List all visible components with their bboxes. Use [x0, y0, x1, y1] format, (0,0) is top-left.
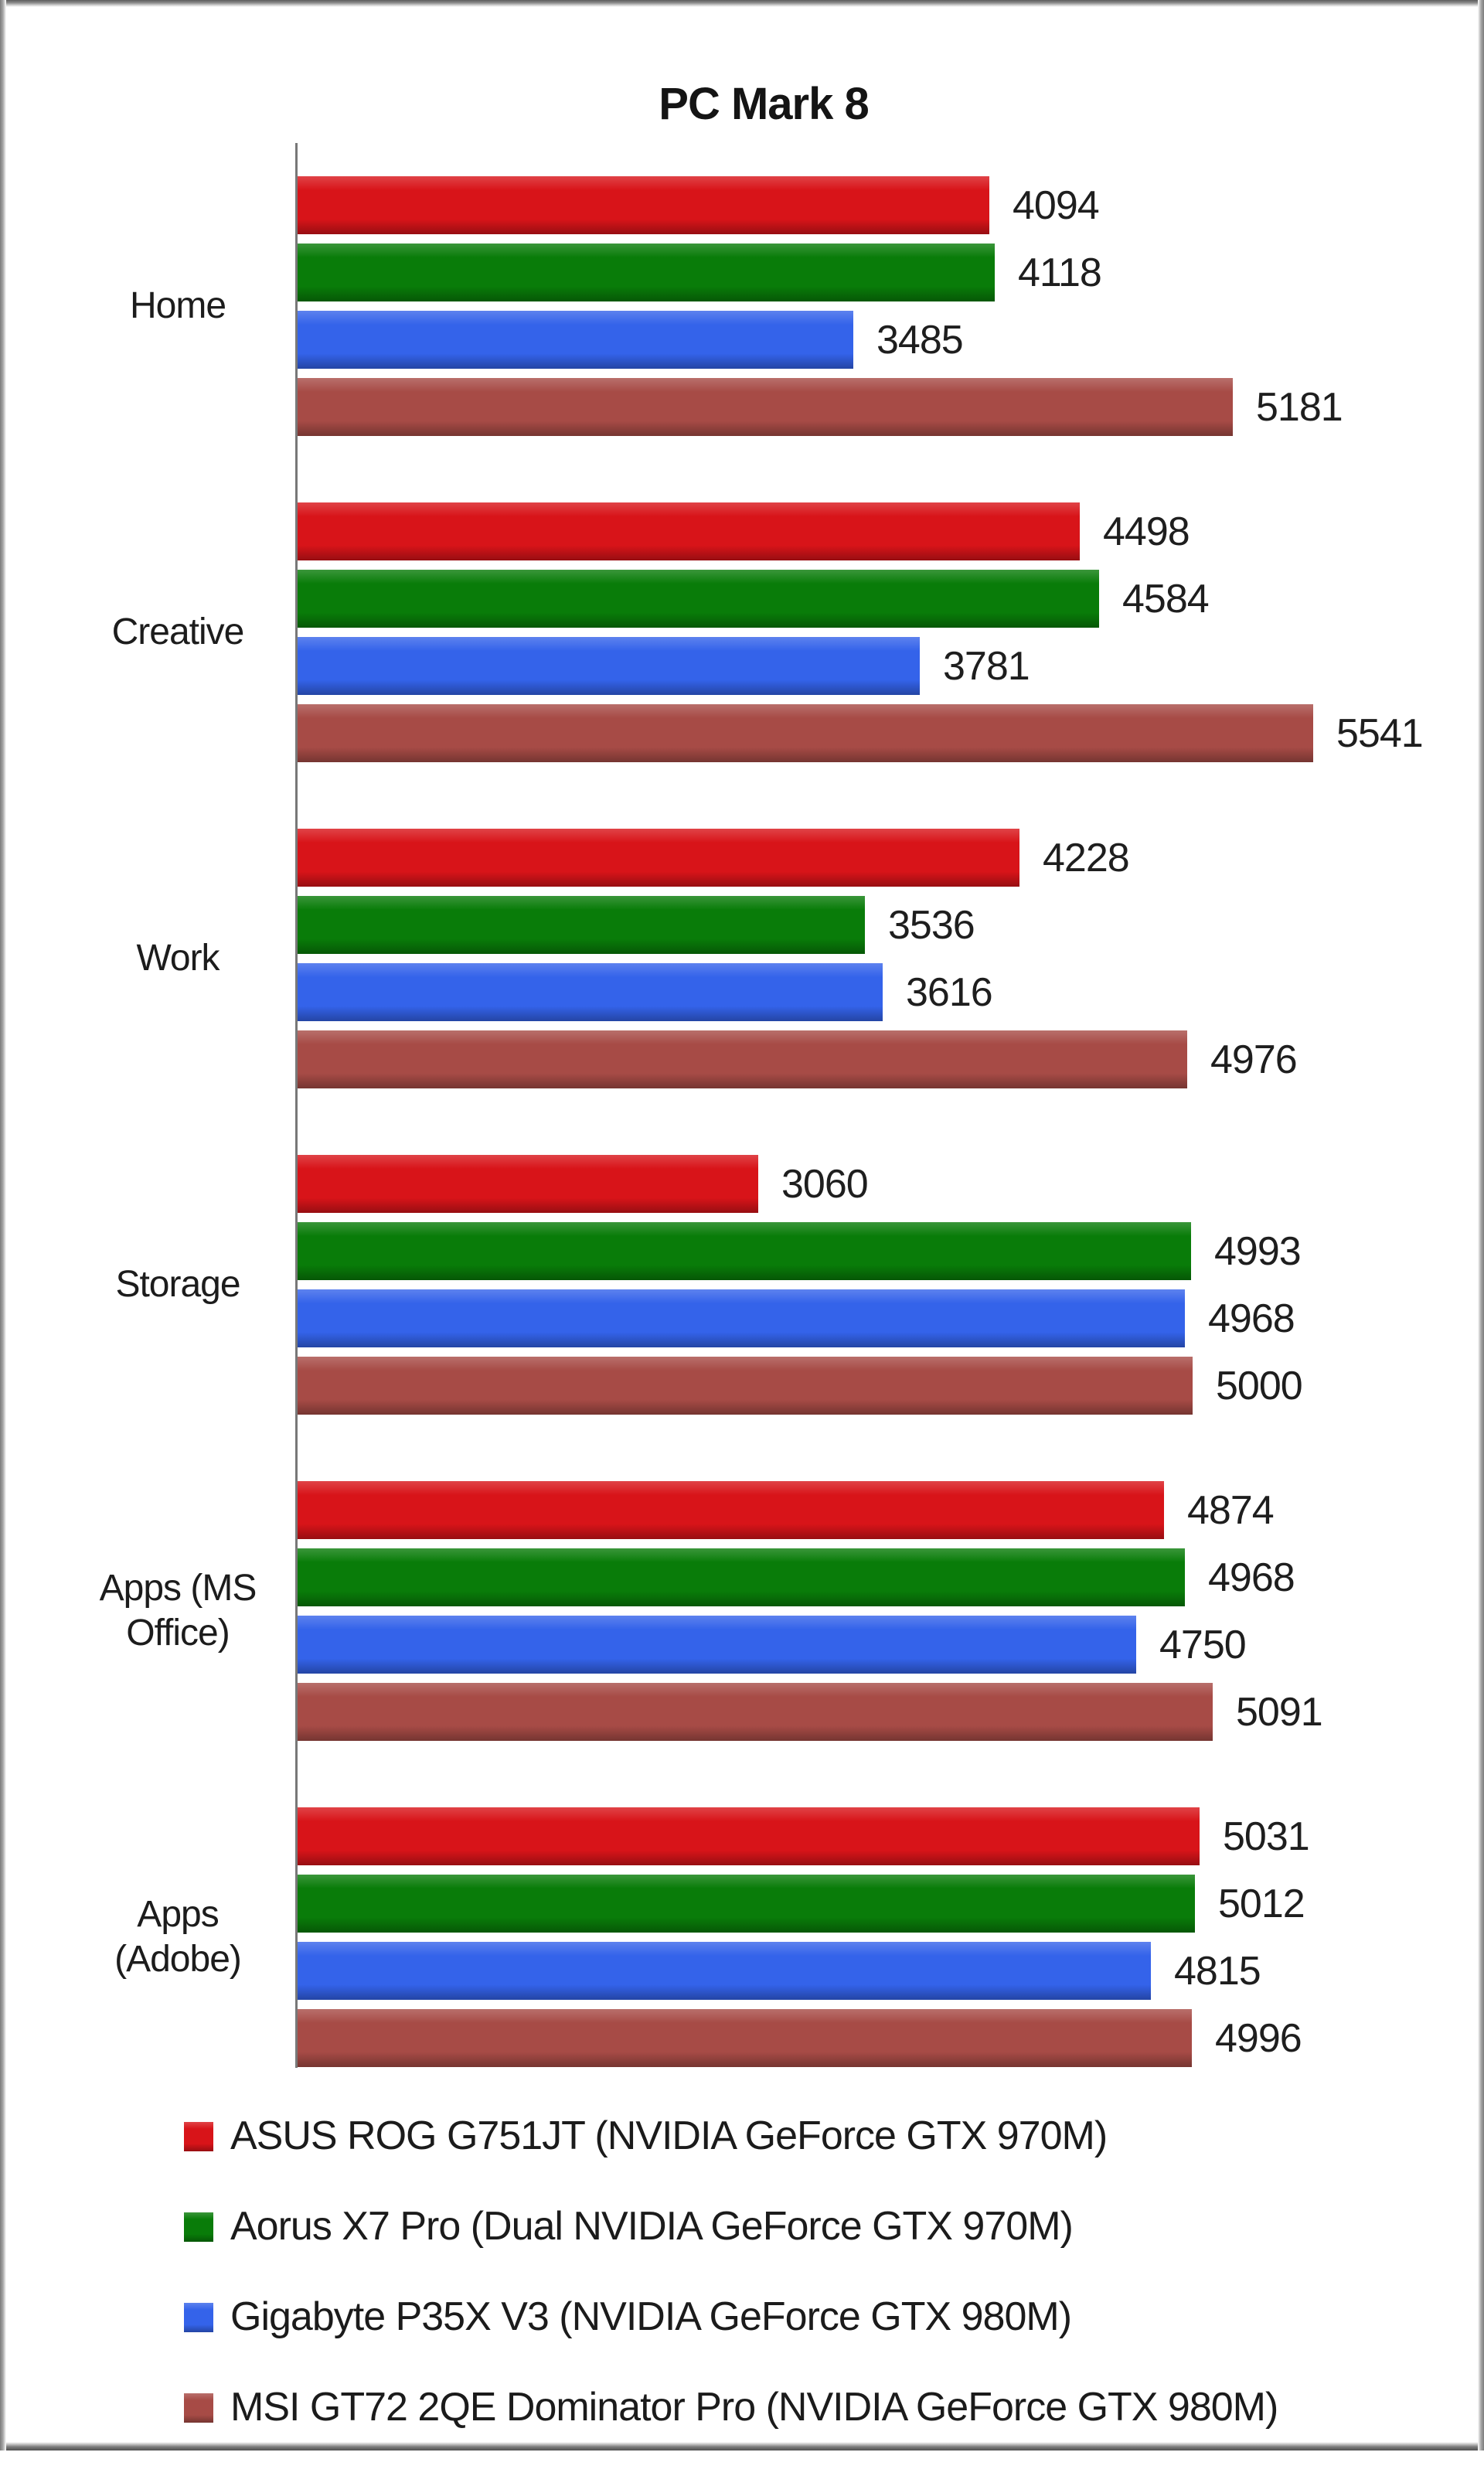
bar-gigabyte-p35x-v3-creative — [298, 637, 920, 695]
bar-msi-gt72-2qe-dominator-pro-apps-ms-office — [298, 1683, 1213, 1741]
bar-value-label: 5091 — [1236, 1690, 1323, 1735]
bar-value-label: 3616 — [906, 970, 993, 1015]
bar-value-label: 4750 — [1159, 1623, 1247, 1667]
chart-legend: ASUS ROG G751JT (NVIDIA GeForce GTX 970M… — [184, 2114, 1278, 2476]
category-label-apps-ms-office: Apps (MS Office) — [54, 1566, 301, 1656]
bar-value-label: 4118 — [1018, 250, 1102, 295]
bar-aorus-x7-pro-home — [298, 244, 995, 301]
bar-value-label: 3485 — [876, 318, 964, 363]
bar-value-label: 4968 — [1208, 1555, 1295, 1600]
bar-value-label: 3536 — [888, 903, 975, 948]
bar-aorus-x7-pro-apps-ms-office — [298, 1548, 1185, 1606]
legend-item-label: ASUS ROG G751JT (NVIDIA GeForce GTX 970M… — [230, 2113, 1108, 2158]
bar-msi-gt72-2qe-dominator-pro-work — [298, 1030, 1187, 1088]
bar-value-label: 4498 — [1103, 509, 1190, 554]
bar-aorus-x7-pro-creative — [298, 570, 1099, 628]
category-label-line: Apps (MS — [99, 1568, 257, 1609]
category-label-apps-adobe: Apps (Adobe) — [54, 1892, 301, 1982]
bar-aorus-x7-pro-work — [298, 896, 865, 954]
category-label-line: Creative — [111, 611, 245, 652]
bar-msi-gt72-2qe-dominator-pro-creative — [298, 704, 1313, 762]
bar-aorus-x7-pro-apps-adobe — [298, 1875, 1195, 1933]
bar-asus-rog-g751jt-work — [298, 829, 1019, 887]
bar-msi-gt72-2qe-dominator-pro-storage — [298, 1357, 1193, 1415]
chart-title: PC Mark 8 — [659, 79, 869, 129]
bar-aorus-x7-pro-storage — [298, 1222, 1191, 1280]
category-label-storage: Storage — [54, 1262, 301, 1307]
legend-swatch — [184, 2393, 213, 2423]
bar-gigabyte-p35x-v3-apps-adobe — [298, 1942, 1151, 2000]
bar-value-label: 5031 — [1223, 1814, 1310, 1859]
frame-border-right — [1478, 0, 1484, 2450]
bar-value-label: 4228 — [1043, 836, 1130, 880]
plot-area: 4094 4118 3485 5181 4498 4584 3781 5541 4228 3536… — [295, 143, 1461, 2068]
category-label-line: Work — [136, 938, 220, 979]
category-label-line: Home — [129, 285, 226, 326]
legend-swatch — [184, 2303, 213, 2332]
category-label-line: (Adobe) — [114, 1939, 242, 1980]
category-label-line: Office) — [126, 1613, 230, 1654]
bar-value-label: 4094 — [1013, 183, 1100, 228]
legend-item-asus-rog-g751jt: ASUS ROG G751JT (NVIDIA GeForce GTX 970M… — [184, 2114, 1278, 2158]
category-label-line: Apps — [137, 1894, 219, 1935]
bar-gigabyte-p35x-v3-storage — [298, 1289, 1185, 1347]
bar-value-label: 5012 — [1218, 1882, 1305, 1926]
bar-value-label: 5541 — [1336, 711, 1424, 756]
legend-item-gigabyte-p35x-v3: Gigabyte P35X V3 (NVIDIA GeForce GTX 980… — [184, 2295, 1278, 2338]
bar-msi-gt72-2qe-dominator-pro-apps-adobe — [298, 2009, 1192, 2067]
legend-item-aorus-x7-pro: Aorus X7 Pro (Dual NVIDIA GeForce GTX 97… — [184, 2205, 1278, 2248]
legend-item-label: Gigabyte P35X V3 (NVIDIA GeForce GTX 980… — [230, 2294, 1072, 2339]
frame-border-top — [0, 0, 1484, 7]
bar-value-label: 3781 — [943, 644, 1030, 689]
bar-value-label: 4993 — [1214, 1229, 1302, 1274]
category-label-line: Storage — [115, 1264, 240, 1305]
bar-value-label: 4968 — [1208, 1296, 1295, 1341]
bar-value-label: 5181 — [1256, 385, 1343, 430]
legend-item-label: MSI GT72 2QE Dominator Pro (NVIDIA GeFor… — [230, 2385, 1278, 2430]
bar-value-label: 5000 — [1216, 1364, 1303, 1408]
bar-asus-rog-g751jt-storage — [298, 1155, 758, 1213]
bar-asus-rog-g751jt-home — [298, 176, 989, 234]
category-label-work: Work — [54, 936, 301, 981]
bar-asus-rog-g751jt-apps-adobe — [298, 1807, 1200, 1865]
bar-value-label: 3060 — [781, 1162, 869, 1207]
bar-msi-gt72-2qe-dominator-pro-home — [298, 378, 1233, 436]
category-axis-labels: Home Creative Work Storage Apps (MS Office) Ap… — [54, 143, 301, 2068]
bar-asus-rog-g751jt-creative — [298, 502, 1080, 560]
category-label-creative: Creative — [54, 610, 301, 655]
legend-swatch — [184, 2122, 213, 2151]
bar-value-label: 4976 — [1210, 1037, 1298, 1082]
legend-swatch — [184, 2212, 213, 2242]
frame-border-left — [0, 0, 6, 2450]
category-label-home: Home — [54, 284, 301, 329]
legend-item-label: Aorus X7 Pro (Dual NVIDIA GeForce GTX 97… — [230, 2204, 1074, 2249]
bar-gigabyte-p35x-v3-work — [298, 963, 883, 1021]
bar-gigabyte-p35x-v3-apps-ms-office — [298, 1616, 1136, 1674]
bar-value-label: 4996 — [1215, 2016, 1302, 2061]
legend-item-msi-gt72-2qe-dominator-pro: MSI GT72 2QE Dominator Pro (NVIDIA GeFor… — [184, 2386, 1278, 2429]
bar-value-label: 4815 — [1174, 1949, 1261, 1994]
bar-value-label: 4874 — [1187, 1488, 1275, 1533]
frame-border-bottom — [0, 2442, 1484, 2450]
bar-asus-rog-g751jt-apps-ms-office — [298, 1481, 1164, 1539]
bar-value-label: 4584 — [1122, 577, 1210, 622]
bar-gigabyte-p35x-v3-home — [298, 311, 853, 369]
